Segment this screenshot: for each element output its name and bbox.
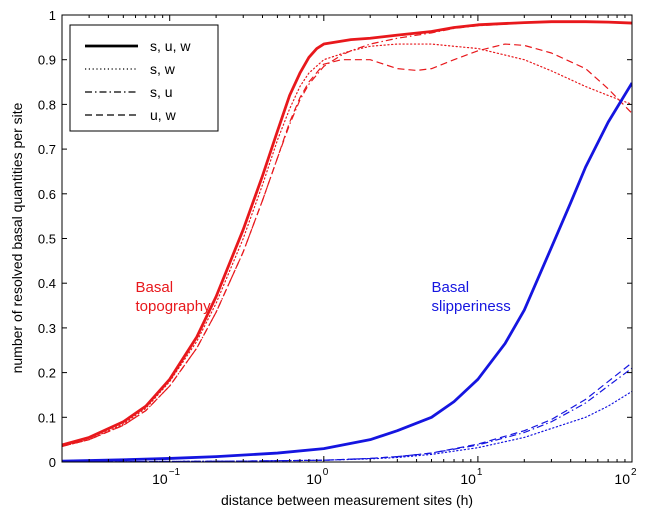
annotation-label: topography xyxy=(136,298,212,315)
x-tick-label: 10 0 xyxy=(306,467,329,487)
y-tick-label: 0.1 xyxy=(38,410,56,425)
x-tick-base: 10 xyxy=(152,471,168,487)
y-tick-label: 0.5 xyxy=(38,232,56,247)
x-tick-base: 10 xyxy=(460,471,476,487)
series-line-slipperiness-dotted xyxy=(62,390,632,462)
y-tick-label: 0.4 xyxy=(38,276,56,291)
y-tick-label: 0.9 xyxy=(38,53,56,68)
y-tick-label: 0 xyxy=(49,455,56,470)
plot-frame xyxy=(61,14,633,463)
y-tick-label: 1 xyxy=(49,8,56,23)
legend-label: s, w xyxy=(150,61,176,77)
y-axis-label: number of resolved basal quantities per … xyxy=(9,102,25,373)
annotation-layer: Basal topography Basal slipperiness xyxy=(136,279,511,315)
y-tick-label: 0.3 xyxy=(38,321,56,336)
x-tick-label: 10 −1 xyxy=(152,467,180,487)
legend-label: s, u, w xyxy=(150,38,191,54)
x-tick-label: 10 2 xyxy=(614,467,637,487)
annotation-label: slipperiness xyxy=(432,298,511,315)
series-layer xyxy=(62,20,632,462)
legend: s, u, w s, w s, u u, w xyxy=(69,24,219,132)
x-tick-exponent: −1 xyxy=(169,467,181,478)
x-tick-exponent: 0 xyxy=(323,467,329,478)
annotation-label: Basal xyxy=(136,279,174,296)
x-tick-exponent: 2 xyxy=(631,467,637,478)
annotation-label: Basal xyxy=(432,279,470,296)
y-tick-label: 0.8 xyxy=(38,97,56,112)
y-tick-label: 0.6 xyxy=(38,187,56,202)
x-tick-base: 10 xyxy=(306,471,322,487)
legend-box xyxy=(69,24,219,132)
series-line-slipperiness-solid xyxy=(62,82,632,462)
x-axis-label: distance between measurement sites (h) xyxy=(221,492,473,508)
x-tick-exponent: 1 xyxy=(477,467,483,478)
y-tick-label: 0.7 xyxy=(38,142,56,157)
x-tick-label: 10 1 xyxy=(460,467,483,487)
x-tick-base: 10 xyxy=(614,471,630,487)
y-tick-label: 0.2 xyxy=(38,366,56,381)
legend-label: s, u xyxy=(150,84,173,100)
series-line-topography-dotted xyxy=(62,43,632,447)
series-line-topography-dashed xyxy=(62,43,632,447)
legend-label: u, w xyxy=(150,107,177,123)
